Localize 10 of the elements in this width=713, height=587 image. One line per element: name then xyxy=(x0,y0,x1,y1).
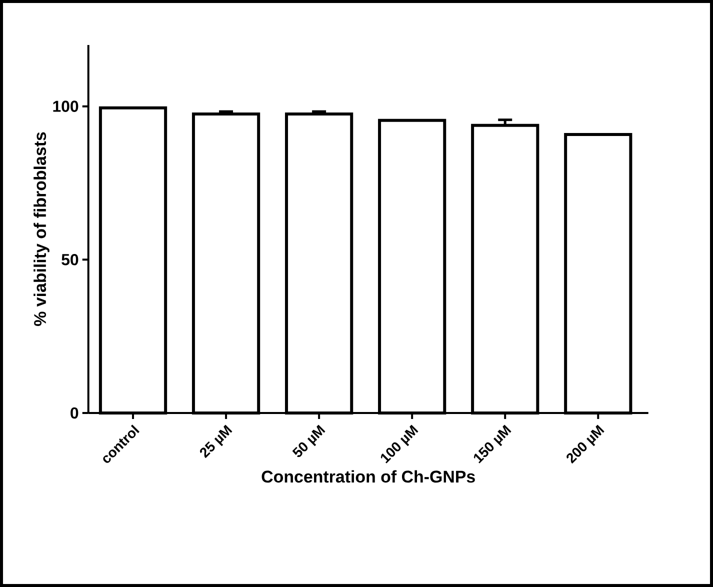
y-tick-label: 0 xyxy=(70,407,78,419)
x-tick-label: 100 µM xyxy=(380,424,418,464)
x-tick-label: 25 µM xyxy=(200,424,232,458)
y-tick-label: 100 xyxy=(53,100,78,112)
x-tick-label: 200 µM xyxy=(566,424,604,464)
x-axis-title: Concentration of Ch-GNPs xyxy=(262,470,475,483)
y-axis-title: % viability of fibroblasts xyxy=(34,132,50,326)
y-tick-label: 50 xyxy=(62,254,78,266)
x-tick-label: 150 µM xyxy=(474,424,512,464)
x-tick-label: 50 µM xyxy=(292,424,326,458)
